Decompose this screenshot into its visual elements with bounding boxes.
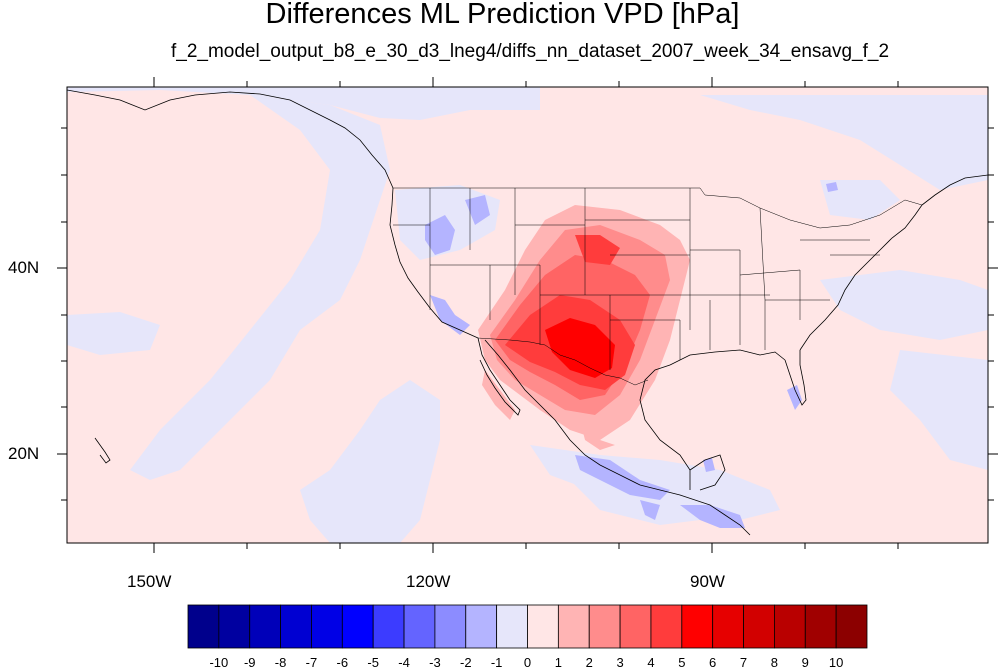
colorbar-swatch (403, 604, 436, 649)
anomaly-field (67, 87, 988, 543)
colorbar-tick-label: -2 (459, 655, 472, 670)
axis-ticks (57, 77, 998, 553)
colorbar-tick-label: 4 (647, 655, 655, 670)
colorbar-tick-label: -4 (398, 655, 410, 670)
colorbar-swatch (588, 604, 621, 649)
lon-tick-label-90w: 90W (690, 572, 725, 591)
colorbar-swatch (804, 604, 837, 649)
colorbar-swatch (218, 604, 251, 649)
map-subtitle: f_2_model_output_b8_e_30_d3_lneg4/diffs_… (170, 41, 890, 62)
colorbar-tick-label: 1 (554, 655, 562, 670)
colorbar-swatch (743, 604, 775, 649)
colorbar-tick-label: -8 (274, 655, 287, 670)
colorbar-tick-label: 6 (709, 655, 717, 670)
colorbar-tick-label: -1 (490, 655, 503, 670)
colorbar-swatch (465, 604, 498, 649)
colorbar-swatch (557, 604, 590, 649)
colorbar-swatch (372, 604, 405, 649)
colorbar-swatch (434, 604, 467, 649)
coastlines (67, 89, 988, 536)
colorbar-tick-label: -3 (429, 655, 441, 670)
colorbar-tick-label: 5 (678, 655, 686, 670)
colorbar-swatch (249, 604, 281, 649)
lat-tick-label-40n: 40N (8, 258, 40, 277)
colorbar-swatch (650, 604, 683, 649)
colorbar-tick-label: 2 (585, 655, 593, 670)
colorbar-swatch (712, 604, 744, 649)
negative-anomaly-strong (425, 182, 838, 528)
lon-tick-label-120w: 120W (406, 572, 451, 591)
colorbar (187, 604, 868, 649)
colorbar-tick-label: -5 (367, 655, 379, 670)
colorbar-swatch (496, 604, 528, 649)
political-boundaries (393, 187, 923, 386)
colorbar-tick-label: 8 (770, 655, 779, 670)
map-title: Differences ML Prediction VPD [hPa] (265, 0, 740, 30)
colorbar-swatch (681, 604, 714, 649)
colorbar-tick-label: -10 (209, 655, 229, 670)
colorbar-swatch (619, 604, 652, 649)
colorbar-swatch (311, 604, 343, 649)
colorbar-swatch (774, 604, 806, 649)
colorbar-tick-label: 7 (739, 655, 748, 670)
colorbar-swatch (835, 604, 868, 649)
positive-anomaly-regions (478, 205, 690, 450)
colorbar-tick-label: 9 (801, 655, 809, 670)
lat-tick-label-20n: 20N (8, 444, 40, 463)
lon-tick-label-150w: 150W (127, 572, 172, 591)
colorbar-swatch (527, 604, 559, 649)
colorbar-tick-label: -7 (305, 655, 318, 670)
colorbar-tick-label: -9 (243, 655, 256, 670)
colorbar-tick-label: 10 (828, 655, 844, 670)
colorbar-tick-label: 3 (616, 655, 624, 670)
colorbar-swatch (341, 604, 374, 649)
colorbar-tick-label: 0 (523, 655, 532, 670)
colorbar-swatch (187, 604, 220, 649)
colorbar-tick-label: -6 (336, 655, 349, 670)
colorbar-swatch (280, 604, 312, 649)
